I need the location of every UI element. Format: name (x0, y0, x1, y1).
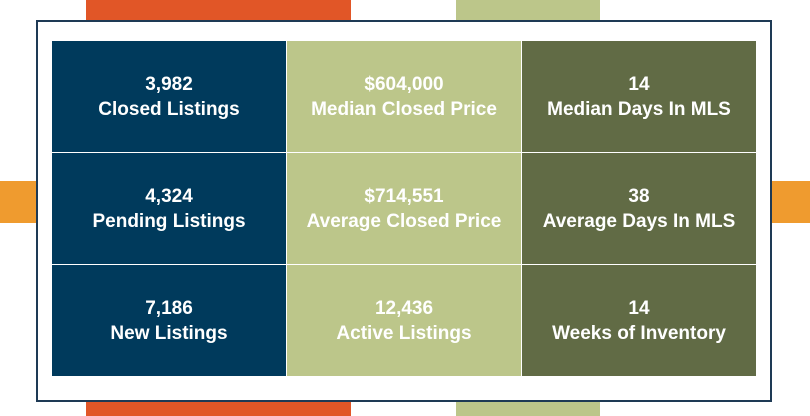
stat-label: Average Closed Price (306, 210, 502, 232)
stat-label: Median Closed Price (311, 98, 497, 120)
stat-label: Weeks of Inventory (552, 322, 726, 344)
stats-grid: 3,982 Closed Listings $604,000 Median Cl… (52, 41, 756, 382)
right-gold-accent-bar (772, 181, 810, 223)
stat-label: Average Days In MLS (542, 210, 736, 232)
stat-tile-new-listings: 7,186 New Listings (52, 265, 286, 376)
stat-value: 7,186 (145, 297, 193, 319)
stat-label: Active Listings (336, 322, 472, 344)
bottom-orange-accent-bar (86, 402, 351, 416)
stat-label: Pending Listings (92, 210, 246, 232)
stat-value: 3,982 (145, 73, 193, 95)
stat-tile-average-closed-price: $714,551 Average Closed Price (287, 153, 521, 264)
stat-value: 14 (628, 73, 650, 95)
stat-value: $714,551 (364, 185, 444, 207)
left-gold-accent-bar (0, 181, 37, 223)
stat-tile-active-listings: 12,436 Active Listings (287, 265, 521, 376)
stat-value: 14 (628, 297, 650, 319)
stat-tile-weeks-of-inventory: 14 Weeks of Inventory (522, 265, 756, 376)
stat-tile-median-closed-price: $604,000 Median Closed Price (287, 41, 521, 152)
stat-value: 38 (628, 185, 650, 207)
stat-tile-average-days-in-mls: 38 Average Days In MLS (522, 153, 756, 264)
stat-tile-median-days-in-mls: 14 Median Days In MLS (522, 41, 756, 152)
stat-value: 12,436 (374, 297, 434, 319)
top-orange-accent-bar (86, 0, 351, 21)
stat-value: $604,000 (364, 73, 444, 95)
top-green-accent-bar (456, 0, 600, 21)
stat-label: New Listings (110, 322, 228, 344)
stat-label: Median Days In MLS (547, 98, 731, 120)
stat-value: 4,324 (145, 185, 193, 207)
stat-tile-closed-listings: 3,982 Closed Listings (52, 41, 286, 152)
stat-tile-pending-listings: 4,324 Pending Listings (52, 153, 286, 264)
bottom-green-accent-bar (456, 402, 600, 416)
stat-label: Closed Listings (98, 98, 240, 120)
